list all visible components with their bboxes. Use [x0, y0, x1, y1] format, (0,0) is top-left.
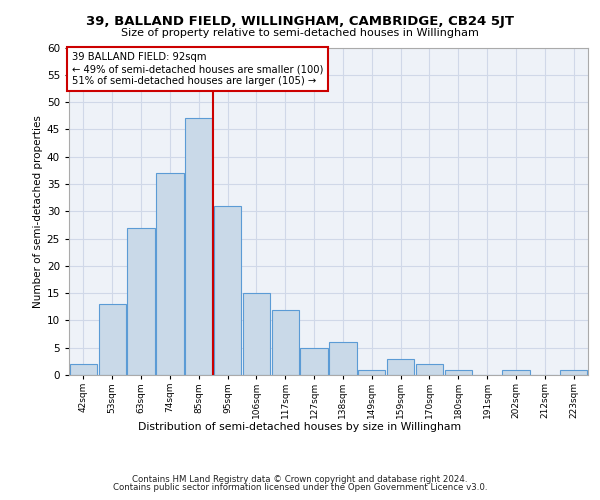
Bar — [185, 118, 212, 375]
Bar — [70, 364, 97, 375]
Bar — [416, 364, 443, 375]
Bar — [127, 228, 155, 375]
Bar — [156, 173, 184, 375]
Bar — [98, 304, 126, 375]
Bar — [387, 358, 414, 375]
Bar — [272, 310, 299, 375]
Bar — [214, 206, 241, 375]
Bar — [445, 370, 472, 375]
Text: Contains HM Land Registry data © Crown copyright and database right 2024.: Contains HM Land Registry data © Crown c… — [132, 475, 468, 484]
Bar — [560, 370, 587, 375]
Y-axis label: Number of semi-detached properties: Number of semi-detached properties — [32, 115, 43, 308]
Bar — [243, 293, 270, 375]
Bar — [358, 370, 385, 375]
Bar — [301, 348, 328, 375]
Text: 39 BALLAND FIELD: 92sqm
← 49% of semi-detached houses are smaller (100)
51% of s: 39 BALLAND FIELD: 92sqm ← 49% of semi-de… — [71, 52, 323, 86]
Text: 39, BALLAND FIELD, WILLINGHAM, CAMBRIDGE, CB24 5JT: 39, BALLAND FIELD, WILLINGHAM, CAMBRIDGE… — [86, 15, 514, 28]
Text: Distribution of semi-detached houses by size in Willingham: Distribution of semi-detached houses by … — [139, 422, 461, 432]
Bar — [329, 342, 356, 375]
Bar — [502, 370, 530, 375]
Text: Size of property relative to semi-detached houses in Willingham: Size of property relative to semi-detach… — [121, 28, 479, 38]
Text: Contains public sector information licensed under the Open Government Licence v3: Contains public sector information licen… — [113, 484, 487, 492]
